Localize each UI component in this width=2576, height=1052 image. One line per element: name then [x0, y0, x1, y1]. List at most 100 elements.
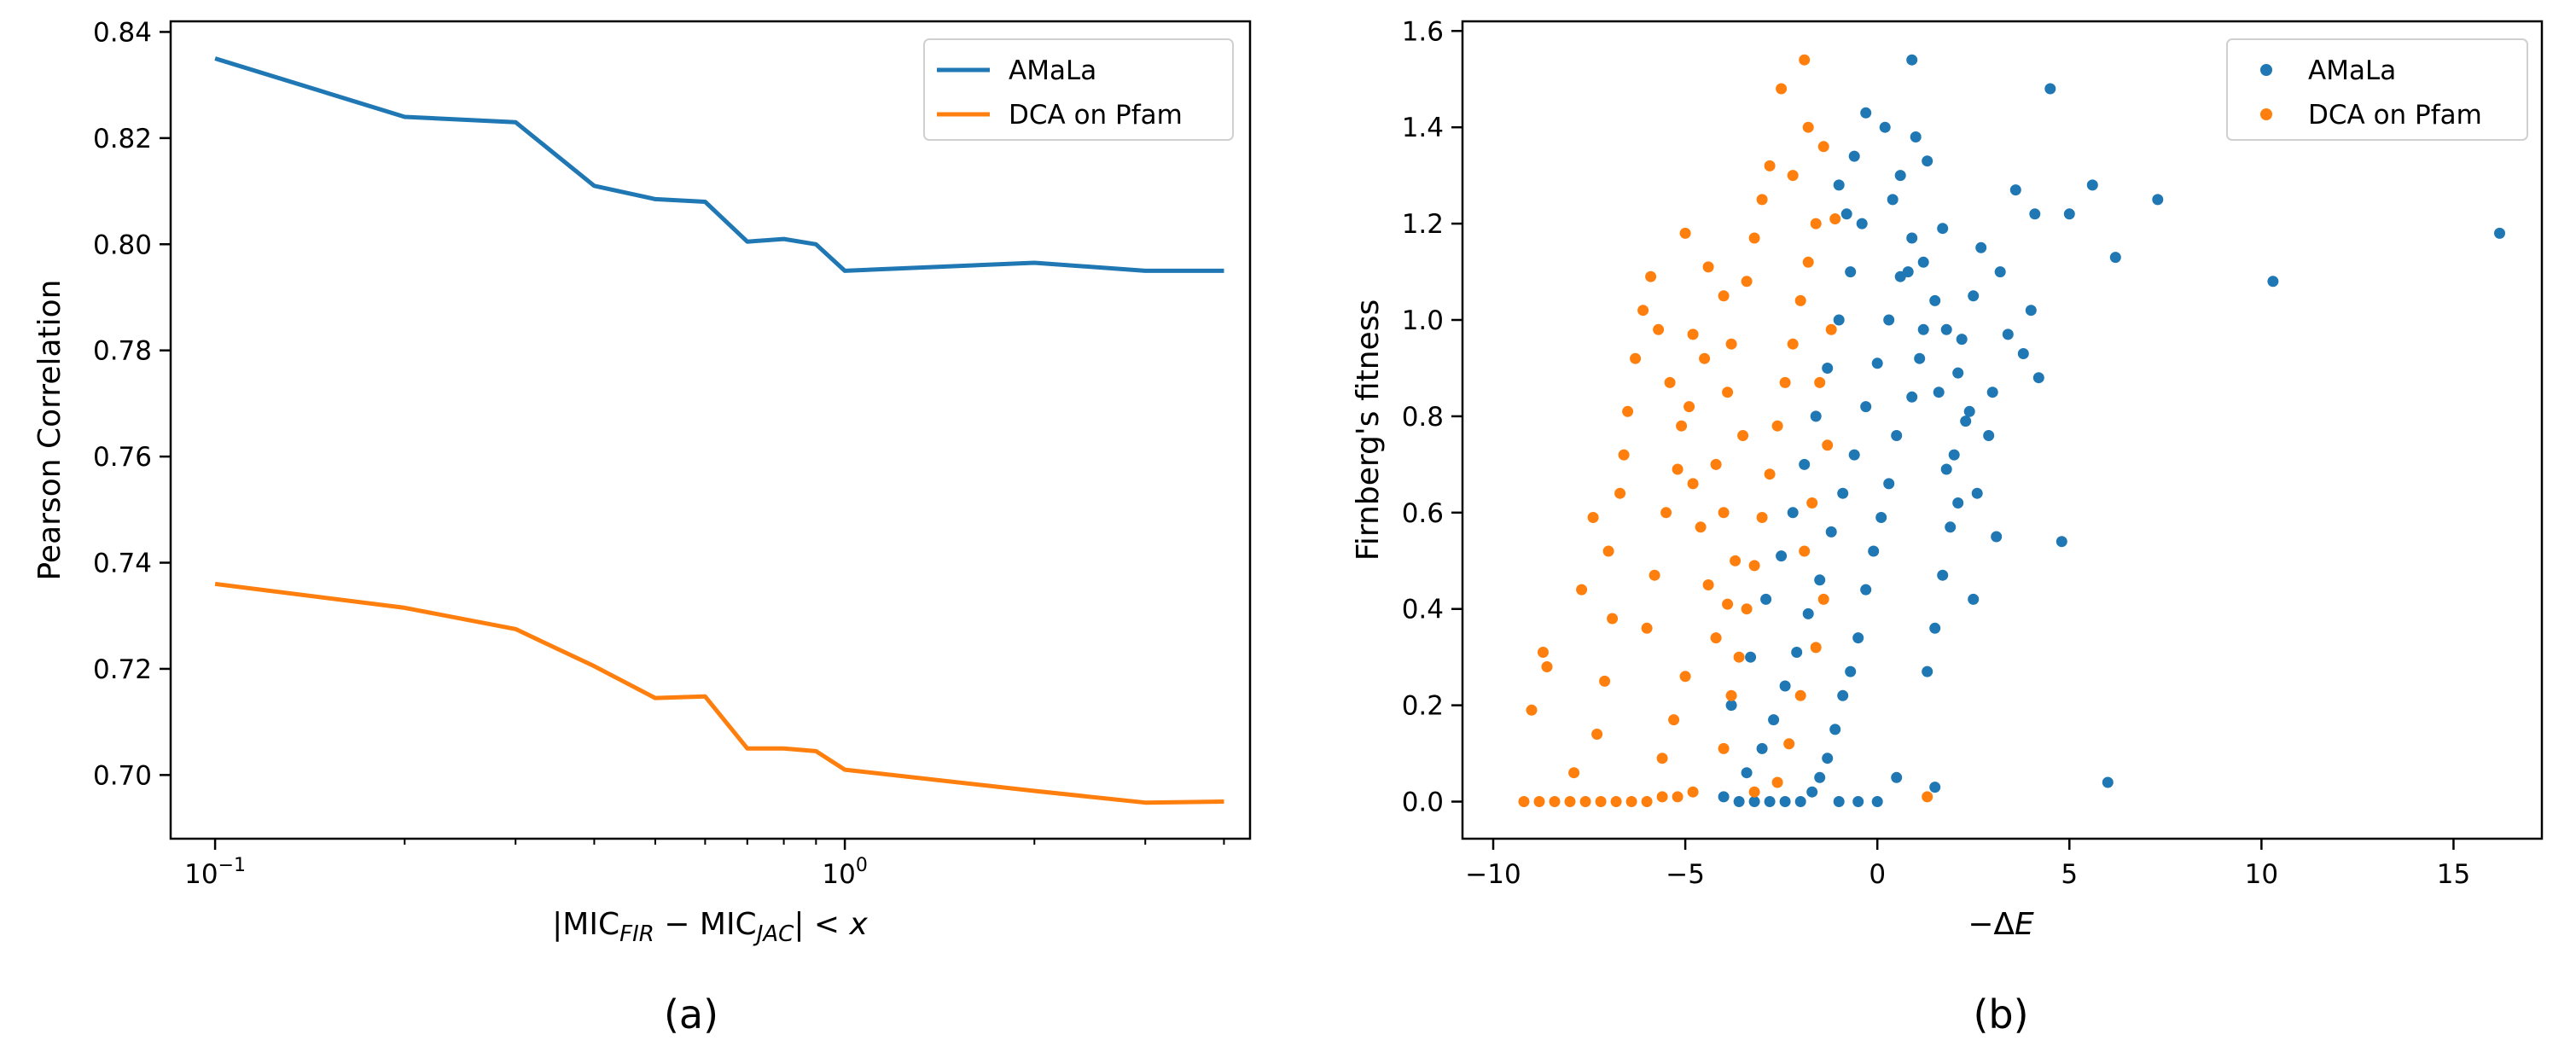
panel-b-point — [1737, 430, 1749, 441]
panel-b-legend: AMaLa DCA on Pfam — [2226, 38, 2528, 141]
panel-b-y-tick-label: 0.6 — [1402, 498, 1444, 529]
panel-b-point — [1914, 352, 1926, 364]
panel-b-point — [1940, 463, 1952, 475]
panel-b-point — [1791, 647, 1803, 658]
panel-a-x-tick-label: 100 — [822, 855, 867, 890]
panel-a-series-lines — [214, 56, 1224, 805]
panel-b-point — [1741, 276, 1753, 288]
panel-b-point — [1579, 796, 1591, 807]
panel-b-point — [1910, 131, 1922, 142]
panel-b-point — [1952, 497, 1964, 509]
panel-b-point — [1653, 323, 1665, 335]
panel-b-point — [1664, 376, 1676, 388]
panel-b-point — [1810, 642, 1822, 654]
panel-b-point — [1814, 574, 1826, 586]
panel-b-point — [1641, 796, 1653, 807]
panel-b-point — [1929, 294, 1941, 306]
panel-b-point — [1933, 387, 1945, 398]
panel-b-point — [1733, 796, 1745, 807]
panel-b-scatter-points — [1518, 54, 2505, 807]
panel-b-point — [1672, 463, 1683, 475]
panel-b-point — [1630, 352, 1642, 364]
panel-b-point — [1641, 622, 1653, 634]
panel-a-legend-label-dca: DCA on Pfam — [1009, 100, 1183, 131]
panel-b-point — [1787, 507, 1799, 519]
panel-b-point — [1956, 334, 1968, 346]
panel-b-point — [1602, 545, 1614, 557]
panel-b-point — [1756, 194, 1768, 206]
panel-b-point — [1794, 796, 1806, 807]
panel-b-point — [1730, 555, 1742, 567]
panel-b-point — [1814, 771, 1826, 783]
panel-b-point — [1937, 223, 1949, 235]
panel-b-point — [2494, 227, 2505, 239]
panel-b-point — [2267, 276, 2279, 288]
panel-b-point — [2056, 536, 2067, 548]
panel-b-y-axis-label: Firnberg's fitness — [1351, 299, 1386, 561]
panel-b-point — [1871, 796, 1883, 807]
panel-b-point — [1829, 724, 1841, 735]
panel-b-point — [1776, 83, 1788, 95]
panel-a-y-tick-label: 0.74 — [93, 549, 152, 579]
panel-b-point — [1852, 796, 1864, 807]
panel-b-point — [1748, 560, 1760, 572]
panel-b-point — [1771, 776, 1783, 788]
panel-b-point — [1687, 328, 1699, 340]
panel-b-point — [1860, 584, 1872, 596]
panel-b-point — [2063, 208, 2075, 220]
panel-b-point — [1718, 791, 1730, 803]
panel-b-point — [1756, 512, 1768, 523]
panel-b-point — [1879, 121, 1891, 133]
panel-b-x-tick-label: 15 — [2437, 859, 2470, 890]
panel-b-point — [1645, 270, 1657, 282]
panel-a-legend-label-amala: AMaLa — [1009, 55, 1096, 86]
panel-b-point — [1929, 782, 1941, 793]
panel-b-point — [1649, 569, 1660, 581]
panel-b-point — [1986, 387, 1998, 398]
panel-b-point — [1568, 767, 1580, 779]
panel-b-point — [1741, 767, 1753, 779]
panel-b-label: (b) — [1973, 991, 2028, 1037]
panel-b-y-tick-label: 1.4 — [1402, 113, 1444, 143]
panel-b-point — [1787, 338, 1799, 350]
panel-b-point — [1533, 796, 1545, 807]
panel-b-point — [2017, 348, 2029, 359]
panel-b-point — [1725, 689, 1737, 701]
panel-b-point — [1906, 232, 1918, 244]
panel-b-point — [1794, 689, 1806, 701]
panel-a-x-tick-label: 10−1 — [184, 855, 246, 890]
panel-a-series-line-0 — [214, 56, 1224, 273]
panel-a-x-axis-label: |MICFIR − MICJAC| < x — [552, 907, 868, 947]
panel-b-series-1 — [1518, 54, 1933, 807]
panel-b-point — [1699, 352, 1711, 364]
panel-b-point — [1860, 401, 1872, 413]
panel-b-point — [1637, 305, 1649, 317]
panel-b-point — [1756, 742, 1768, 754]
panel-b-point — [2044, 83, 2056, 95]
panel-b-point — [1810, 218, 1822, 230]
panel-b-point — [1848, 150, 1860, 162]
panel-b-point — [1722, 387, 1734, 398]
panel-b-point — [2109, 252, 2121, 264]
panel-b-point — [1718, 742, 1730, 754]
panel-b-point — [1679, 671, 1691, 683]
panel-b-point — [1779, 796, 1791, 807]
panel-b-point — [1702, 579, 1714, 590]
panel-b-x-tick-label: 10 — [2245, 859, 2278, 890]
panel-b-point — [1875, 512, 1887, 523]
panel-b-point — [1825, 323, 1837, 335]
panel-b-point — [1837, 689, 1849, 701]
panel-b-point — [1710, 458, 1722, 470]
panel-b-point — [1822, 363, 1834, 374]
panel-b-point — [1940, 323, 1952, 335]
panel-b-point — [1722, 598, 1734, 610]
panel-a-y-axis-label: Pearson Correlation — [32, 280, 67, 581]
panel-b-point — [1937, 569, 1949, 581]
panel-b-point — [1868, 545, 1880, 557]
panel-b-point — [1748, 796, 1760, 807]
panel-b-legend-swatch-dca — [2260, 108, 2272, 120]
panel-b-point — [1968, 290, 1980, 302]
panel-b-x-tick-label: 5 — [2061, 859, 2078, 890]
panel-b-point — [1906, 54, 1918, 66]
